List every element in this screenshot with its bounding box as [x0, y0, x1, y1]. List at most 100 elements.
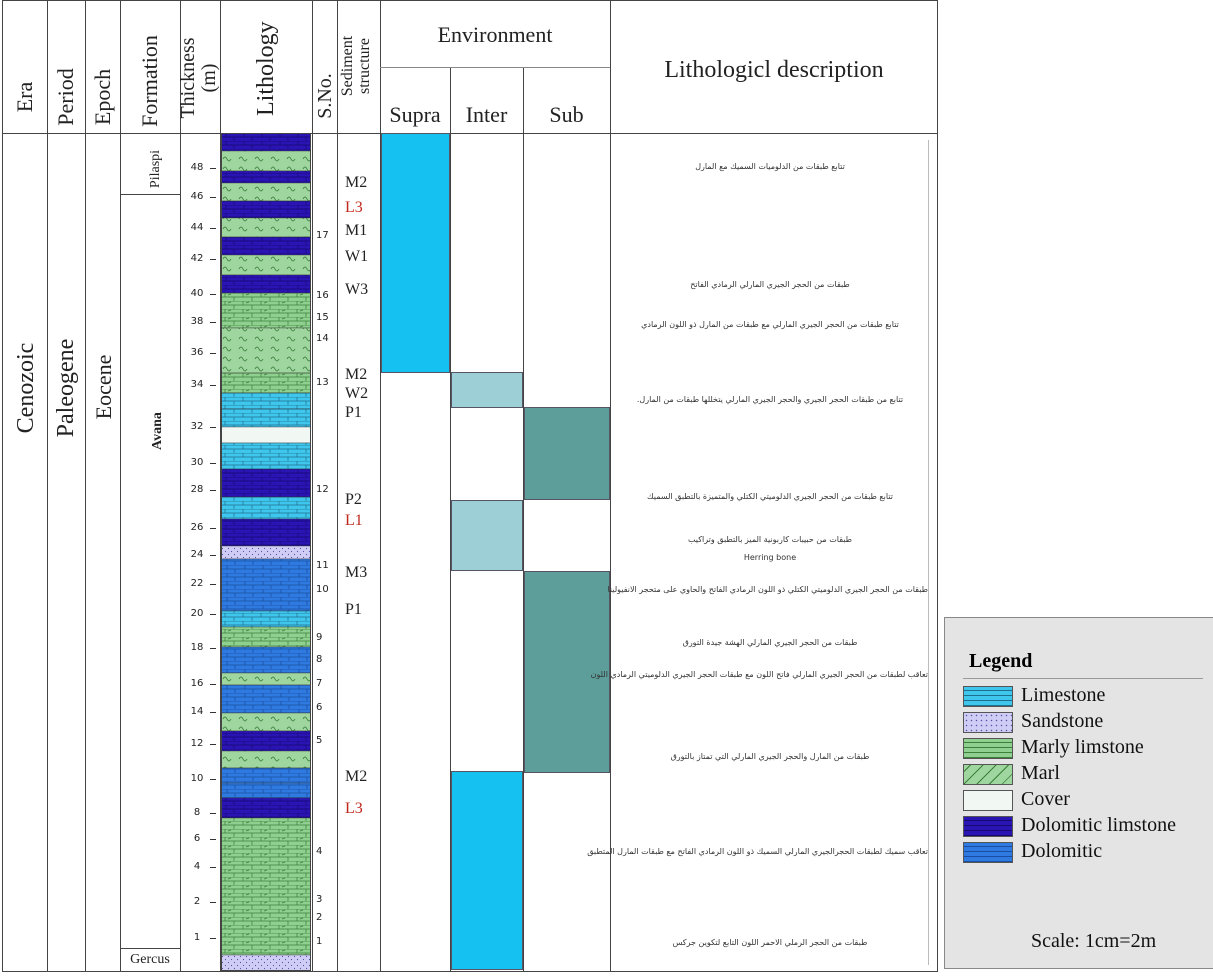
lithology-layer-dololime — [221, 236, 311, 256]
lithology-layer-dolo — [221, 684, 311, 714]
legend-swatch — [963, 738, 1013, 759]
legend-swatch — [963, 842, 1013, 863]
legend-title: Legend — [969, 650, 1033, 672]
col-line — [610, 0, 611, 972]
lithology-layer-dololime — [221, 133, 311, 152]
formation-separator — [120, 948, 180, 949]
header-supra: Supra — [389, 102, 441, 127]
lithology-layer-lime — [221, 392, 311, 410]
legend-divider — [963, 678, 1203, 679]
sample-number: 17 — [316, 230, 329, 241]
col-line — [220, 0, 221, 972]
thickness-tick: 36 — [180, 347, 216, 358]
sample-number: 16 — [316, 290, 329, 301]
lithology-layer-marly — [221, 817, 311, 956]
col-line — [180, 0, 181, 972]
thickness-tick: 20 — [180, 608, 216, 619]
environment-block-sub — [524, 571, 610, 773]
thickness-tick: 1 — [180, 932, 216, 943]
sample-number: 5 — [316, 735, 323, 746]
lithology-description: طبقات من حبيبات كاربونية الميز بالتطبق و… — [687, 535, 853, 544]
thickness-tick: 26 — [180, 522, 216, 533]
thickness-tick: 48 — [180, 162, 216, 173]
lithology-layer-dololime — [221, 200, 311, 219]
header-sediment: Sediment structure — [339, 35, 373, 97]
sample-number: 2 — [316, 912, 323, 923]
era-value: Cenozoic — [13, 342, 39, 434]
sample-number: 15 — [316, 312, 329, 323]
lithology-layer-lime — [221, 442, 311, 470]
sediment-code: P2 — [345, 491, 362, 508]
col-line — [523, 67, 524, 972]
thickness-tick: 32 — [180, 421, 216, 432]
lithology-description: طبقات من المارل والحجر الجيري المارلي ال… — [670, 752, 870, 761]
thickness-tick: 4 — [180, 861, 216, 872]
lithology-layer-marly — [221, 626, 311, 648]
legend-swatch — [963, 712, 1013, 733]
sample-number: 10 — [316, 584, 329, 595]
lithology-description: طبقات من الحجر الرملي الاحمر اللون التاب… — [672, 938, 868, 947]
lithology-layer-dololime — [221, 518, 311, 547]
sample-number: 14 — [316, 333, 329, 344]
thickness-tick: 40 — [180, 288, 216, 299]
sediment-code: W1 — [345, 248, 369, 265]
lithology-layer-marly — [221, 372, 311, 394]
lithology-layer-marly — [221, 292, 311, 329]
header-sno: S.No. — [314, 73, 336, 119]
lithology-layer-lime — [221, 610, 311, 628]
lithology-layer-dolo — [221, 782, 311, 799]
lithology-description: تعاقب سميك لطبقات الحجرالجيري المارلي ال… — [587, 847, 928, 856]
env-subheader-line — [380, 67, 610, 68]
header-formation: Formation — [137, 35, 162, 127]
sediment-code: M2 — [345, 174, 368, 191]
lithology-layer-dolo — [221, 767, 311, 784]
thickness-tick: 42 — [180, 253, 216, 264]
sediment-code: L3 — [345, 199, 363, 216]
col-line — [312, 0, 313, 972]
col-line — [47, 0, 48, 972]
legend-label: Sandstone — [1021, 710, 1104, 732]
thickness-tick: 18 — [180, 642, 216, 653]
lithology-description: تتابع طبقات من الحجر الجيري المارلي مع ط… — [641, 320, 899, 329]
header-environment: Environment — [437, 22, 553, 47]
sample-number: 9 — [316, 632, 323, 643]
chart-frame — [2, 0, 938, 972]
lithology-layer-marl — [221, 327, 311, 374]
sample-number: 13 — [316, 377, 329, 388]
desc-inner-line — [928, 140, 929, 965]
lithology-layer-dololime — [221, 468, 311, 498]
lithology-description: تتابع طبقات من الدلوميات السميك مع المار… — [695, 162, 845, 171]
lithology-layer-dololime — [221, 274, 311, 294]
legend-label: Dolomitic limstone — [1021, 814, 1176, 836]
formation-separator — [120, 194, 180, 195]
lithology-layer-marl — [221, 254, 311, 276]
lithology-layer-marl — [221, 712, 311, 732]
sediment-code: P1 — [345, 601, 362, 618]
environment-block-inter — [451, 500, 523, 571]
header-inter: Inter — [465, 102, 508, 127]
sediment-code: W3 — [345, 281, 369, 298]
sediment-code: P1 — [345, 404, 362, 421]
sediment-code: M3 — [345, 564, 368, 581]
thickness-tick: 28 — [180, 484, 216, 495]
thickness-tick: 10 — [180, 773, 216, 784]
sediment-code: M2 — [345, 366, 368, 383]
legend-swatch — [963, 790, 1013, 811]
formation-gercus: Gercus — [130, 952, 170, 967]
lithology-layer-marl — [221, 217, 311, 238]
header-era: Era — [12, 81, 37, 113]
lithology-layer-cover — [221, 426, 311, 444]
sediment-code: L3 — [345, 800, 363, 817]
legend-label: Dolomitic — [1021, 840, 1103, 862]
environment-block-inter — [451, 372, 523, 408]
sediment-code: W2 — [345, 385, 369, 402]
lithology-layer-lime — [221, 496, 311, 520]
epoch-value: Eocene — [91, 354, 116, 420]
sample-number: 1 — [316, 936, 323, 947]
col-line — [380, 0, 381, 972]
sample-number: 8 — [316, 654, 323, 665]
legend-label: Marly limstone — [1021, 736, 1144, 758]
legend-panel: Legend Limestone Sandstone Marly limstone M… — [944, 617, 1213, 969]
environment-block-sub — [524, 407, 610, 500]
thickness-tick: 22 — [180, 578, 216, 589]
